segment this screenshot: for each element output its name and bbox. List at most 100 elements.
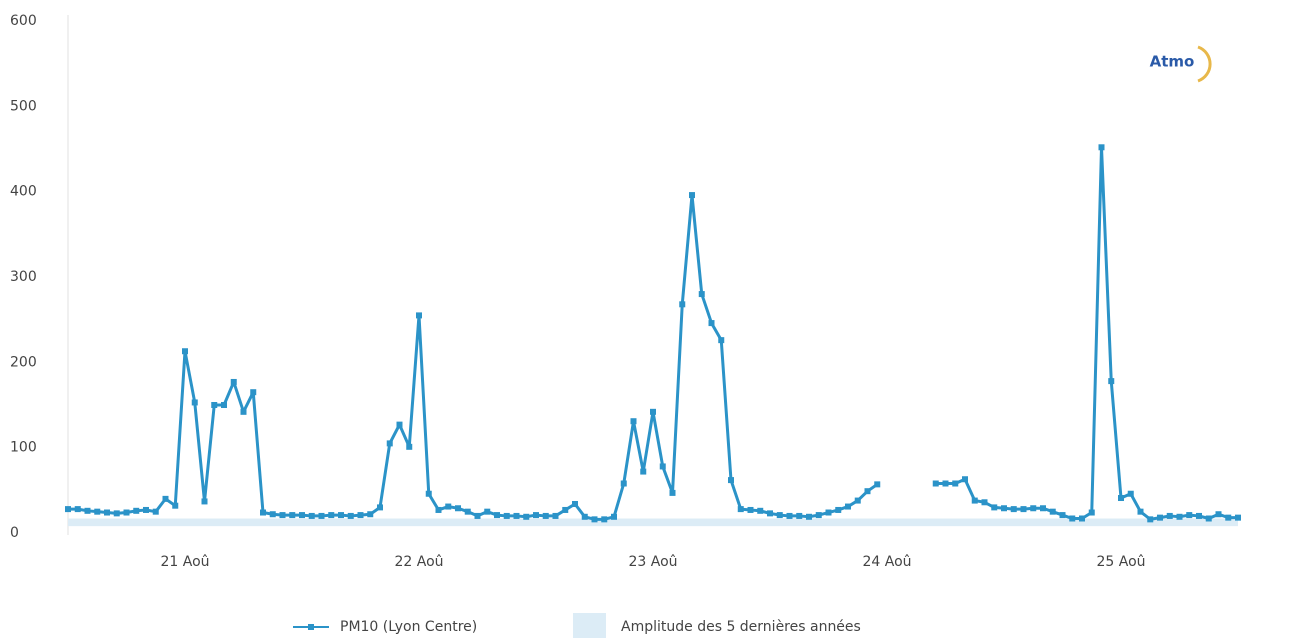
point-marker bbox=[776, 512, 783, 519]
point-marker bbox=[425, 490, 432, 497]
point-marker bbox=[221, 402, 227, 408]
y-tick-label: 300 bbox=[10, 269, 37, 285]
point-marker bbox=[230, 378, 237, 385]
point-marker bbox=[1205, 515, 1212, 522]
point-marker bbox=[328, 512, 335, 519]
point-marker bbox=[718, 337, 725, 344]
point-marker bbox=[1020, 506, 1027, 513]
point-marker bbox=[845, 503, 851, 510]
point-marker bbox=[474, 512, 481, 519]
point-marker bbox=[1147, 516, 1154, 523]
point-marker bbox=[1215, 511, 1222, 518]
point-marker bbox=[747, 506, 754, 513]
point-marker bbox=[1196, 512, 1202, 519]
point-marker bbox=[494, 512, 500, 519]
point-marker bbox=[669, 489, 676, 496]
point-marker bbox=[416, 312, 422, 319]
point-marker bbox=[445, 503, 452, 510]
point-marker bbox=[1186, 512, 1193, 519]
point-marker bbox=[1137, 508, 1144, 515]
point-marker bbox=[143, 506, 149, 513]
point-marker bbox=[825, 509, 832, 516]
point-marker bbox=[864, 488, 871, 495]
legend-label: Amplitude des 5 dernières années bbox=[621, 619, 861, 635]
point-marker bbox=[689, 192, 695, 199]
point-marker bbox=[708, 320, 715, 327]
point-marker bbox=[65, 506, 71, 513]
point-marker bbox=[299, 512, 305, 519]
point-marker bbox=[289, 512, 296, 519]
point-marker bbox=[991, 504, 998, 511]
point-marker bbox=[1079, 515, 1085, 522]
point-marker bbox=[962, 476, 968, 483]
y-tick-label: 500 bbox=[10, 98, 37, 114]
point-marker bbox=[611, 513, 617, 520]
range-band bbox=[68, 518, 1238, 527]
logo-arc bbox=[1197, 45, 1212, 83]
point-marker bbox=[523, 513, 530, 520]
x-tick-label: 22 Aoû bbox=[394, 554, 443, 570]
point-marker bbox=[338, 512, 344, 519]
point-marker bbox=[211, 402, 218, 408]
point-marker bbox=[542, 512, 549, 519]
point-marker bbox=[552, 512, 559, 519]
point-marker bbox=[1118, 495, 1124, 502]
point-marker bbox=[572, 500, 578, 507]
point-marker bbox=[796, 512, 803, 519]
point-marker bbox=[533, 512, 539, 519]
point-marker bbox=[484, 508, 491, 515]
point-marker bbox=[464, 508, 471, 515]
point-marker bbox=[1235, 514, 1241, 521]
x-tick-label: 25 Aoû bbox=[1096, 554, 1145, 570]
point-marker bbox=[1127, 490, 1134, 497]
legend-swatch bbox=[573, 613, 606, 638]
point-marker bbox=[503, 512, 510, 519]
point-marker bbox=[737, 506, 744, 513]
point-marker bbox=[396, 421, 403, 428]
legend-marker bbox=[308, 624, 314, 630]
point-marker bbox=[659, 463, 666, 470]
point-marker bbox=[377, 504, 383, 511]
point-marker bbox=[240, 408, 247, 415]
point-marker bbox=[269, 511, 276, 518]
point-marker bbox=[1157, 514, 1163, 521]
point-marker bbox=[260, 509, 266, 516]
point-marker bbox=[815, 512, 822, 519]
point-marker bbox=[981, 499, 988, 506]
point-marker bbox=[601, 516, 608, 523]
point-marker bbox=[133, 507, 140, 514]
point-marker bbox=[74, 506, 81, 513]
point-marker bbox=[455, 505, 461, 512]
point-marker bbox=[1108, 378, 1115, 385]
point-marker bbox=[406, 443, 413, 450]
point-marker bbox=[757, 507, 764, 514]
point-marker bbox=[786, 512, 793, 519]
point-marker bbox=[1225, 514, 1232, 521]
point-marker bbox=[172, 502, 179, 509]
point-marker bbox=[357, 512, 364, 519]
point-marker bbox=[591, 516, 598, 523]
point-marker bbox=[767, 510, 773, 517]
point-marker bbox=[347, 512, 354, 519]
point-marker bbox=[640, 468, 647, 475]
point-marker bbox=[318, 512, 325, 519]
point-marker bbox=[806, 513, 812, 520]
point-marker bbox=[854, 497, 861, 504]
point-marker bbox=[1040, 505, 1046, 512]
point-marker bbox=[728, 477, 734, 484]
point-marker bbox=[581, 513, 588, 520]
series-line bbox=[68, 145, 1238, 521]
legend-label: PM10 (Lyon Centre) bbox=[340, 619, 477, 635]
point-marker bbox=[113, 510, 120, 517]
x-tick-label: 24 Aoû bbox=[862, 554, 911, 570]
point-marker bbox=[94, 508, 101, 515]
y-tick-label: 400 bbox=[10, 184, 37, 200]
point-marker bbox=[874, 481, 881, 488]
point-marker bbox=[182, 348, 188, 355]
point-marker bbox=[152, 508, 159, 515]
point-marker bbox=[698, 291, 705, 298]
point-marker bbox=[386, 440, 393, 447]
point-marker bbox=[1069, 515, 1076, 522]
point-marker bbox=[308, 512, 315, 519]
